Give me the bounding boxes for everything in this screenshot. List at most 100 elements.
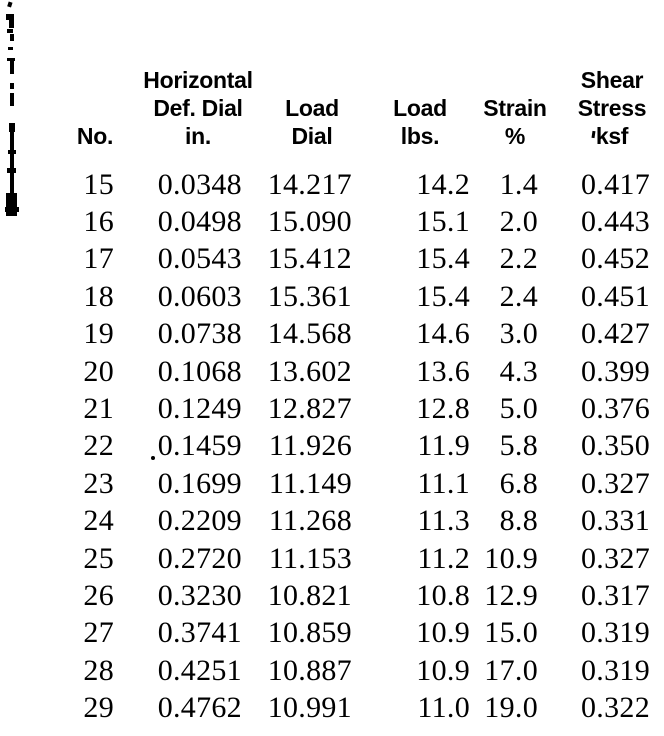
cell-load-dial: 10.887 (267, 653, 352, 687)
cell-def-dial-in: 0.0498 (157, 205, 242, 239)
cell-shear-stress: 0.327 (581, 541, 650, 575)
cell-def-dial-in: 0.4762 (157, 691, 242, 725)
cell-shear-stress: 0.427 (581, 317, 650, 351)
cell-def-dial-in: 0.0543 (157, 242, 242, 276)
cell-reading-no: 21 (83, 392, 114, 426)
cell-shear-stress: 0.319 (581, 653, 650, 687)
cell-load-lbs: 11.9 (417, 429, 470, 463)
cell-strain-pct: 15.0 (484, 616, 538, 650)
cell-reading-no: 19 (83, 317, 114, 351)
cell-strain-pct: 2.4 (499, 279, 538, 313)
cell-load-dial: 10.991 (267, 691, 352, 725)
cell-load-dial: 10.859 (267, 616, 352, 650)
cell-shear-stress: 0.451 (581, 279, 650, 313)
cell-shear-stress: 0.319 (581, 616, 650, 650)
cell-load-lbs: 11.3 (417, 504, 470, 538)
table-header-row: No. Horizontal Def. Dial in. Load Dial L… (0, 64, 664, 150)
cell-shear-stress: 0.376 (581, 392, 650, 426)
cell-shear-stress: 0.331 (581, 504, 650, 538)
table-row: 29 0.4762 10.991 11.0 19.0 0.322 (62, 689, 650, 726)
cell-shear-stress: 0.317 (581, 578, 650, 612)
cell-def-dial-in: 0.0348 (157, 167, 242, 201)
cell-load-dial: 10.821 (267, 578, 352, 612)
cell-def-dial-in: 0.3741 (157, 616, 242, 650)
column-header-strain: Strain % (445, 94, 585, 150)
column-header-load-lbs: Load lbs. (350, 94, 490, 150)
cell-load-lbs: 14.2 (416, 167, 470, 201)
cell-load-dial: 11.268 (268, 504, 352, 538)
cell-load-dial: 11.153 (268, 541, 352, 575)
cell-def-dial-in: 0.1699 (157, 466, 242, 500)
cell-shear-stress: 0.452 (581, 242, 650, 276)
header-line: No. (76, 123, 114, 149)
cell-shear-stress: 0.327 (581, 466, 650, 500)
cell-reading-no: 22 (83, 429, 114, 463)
header-line: Stress (577, 95, 647, 121)
cell-load-lbs: 15.1 (416, 205, 470, 239)
table-row: 26 0.3230 10.821 10.8 12.9 0.317 (62, 577, 650, 614)
cell-load-dial: 11.149 (268, 466, 352, 500)
cell-reading-no: 29 (83, 691, 114, 725)
cell-reading-no: 24 (83, 504, 114, 538)
table-row: 28 0.4251 10.887 10.9 17.0 0.319 (62, 652, 650, 689)
header-line: Def. Dial (153, 95, 243, 121)
cell-def-dial-in: 0.1249 (157, 392, 242, 426)
cell-strain-pct: 2.2 (499, 242, 538, 276)
cell-def-dial-in: 0.2720 (157, 541, 242, 575)
cell-load-dial: 13.602 (267, 354, 352, 388)
column-header-horizontal-def-dial: Horizontal Def. Dial in. (128, 66, 268, 150)
table-row: 25 0.2720 11.153 11.2 10.9 0.327 (62, 540, 650, 577)
cell-load-lbs: 10.8 (416, 578, 470, 612)
header-line: Load (393, 95, 447, 121)
cell-def-dial-in: 0.1068 (157, 354, 242, 388)
cell-reading-no: 26 (83, 578, 114, 612)
cell-strain-pct: 19.0 (484, 691, 538, 725)
cell-load-dial: 15.090 (267, 205, 352, 239)
cell-load-dial: 14.568 (267, 317, 352, 351)
cell-shear-stress: 0.417 (581, 167, 650, 201)
cell-shear-stress: 0.322 (581, 691, 650, 725)
table-row: 15 0.0348 14.217 14.2 1.4 0.417 (62, 166, 650, 203)
cell-load-lbs: 13.6 (416, 354, 470, 388)
table-row: 16 0.0498 15.090 15.1 2.0 0.443 (62, 203, 650, 240)
cell-reading-no: 23 (83, 466, 114, 500)
table-row: 23 0.1699 11.149 11.1 6.8 0.327 (62, 465, 650, 502)
cell-load-dial: 11.926 (268, 429, 352, 463)
cell-load-dial: 15.412 (267, 242, 352, 276)
cell-reading-no: 15 (83, 167, 114, 201)
cell-reading-no: 18 (83, 279, 114, 313)
cell-strain-pct: 5.8 (499, 429, 538, 463)
cell-shear-stress: 0.443 (581, 205, 650, 239)
cell-reading-no: 25 (83, 541, 114, 575)
table-row: 17 0.0543 15.412 15.4 2.2 0.452 (62, 241, 650, 278)
table-row: 24 0.2209 11.268 11.3 8.8 0.331 (62, 503, 650, 540)
cell-def-dial-in: 0.4251 (157, 653, 242, 687)
cell-strain-pct: 8.8 (499, 504, 538, 538)
column-header-load-dial: Load Dial (242, 94, 382, 150)
cell-def-dial-in: 0.0738 (157, 317, 242, 351)
cell-strain-pct: 12.9 (484, 578, 538, 612)
cell-strain-pct: 2.0 (499, 205, 538, 239)
header-line: Load (285, 95, 339, 121)
cell-shear-stress: 0.350 (581, 429, 650, 463)
table-row: 22 0.1459 11.926 11.9 5.8 0.350 (62, 428, 650, 465)
column-header-shear-stress: Shear Stress ksf (542, 66, 664, 150)
cell-reading-no: 16 (83, 205, 114, 239)
cell-shear-stress: 0.399 (581, 354, 650, 388)
table-row: 27 0.3741 10.859 10.9 15.0 0.319 (62, 615, 650, 652)
cell-load-lbs: 15.4 (416, 279, 470, 313)
table-row: 21 0.1249 12.827 12.8 5.0 0.376 (62, 390, 650, 427)
cell-load-lbs: 11.1 (417, 466, 470, 500)
cell-strain-pct: 17.0 (484, 653, 538, 687)
cell-load-lbs: 12.8 (416, 392, 470, 426)
cell-reading-no: 28 (83, 653, 114, 687)
column-header-no: No. (25, 122, 165, 150)
header-line: Shear (580, 67, 644, 93)
scan-artifact-marks (5, 1, 19, 216)
header-line: lbs. (400, 123, 440, 149)
cell-load-lbs: 15.4 (416, 242, 470, 276)
table-body: 15 0.0348 14.217 14.2 1.4 0.417 16 0.049… (62, 166, 650, 727)
cell-load-dial: 14.217 (267, 167, 352, 201)
header-line: in. (185, 123, 211, 149)
cell-strain-pct: 5.0 (499, 392, 538, 426)
